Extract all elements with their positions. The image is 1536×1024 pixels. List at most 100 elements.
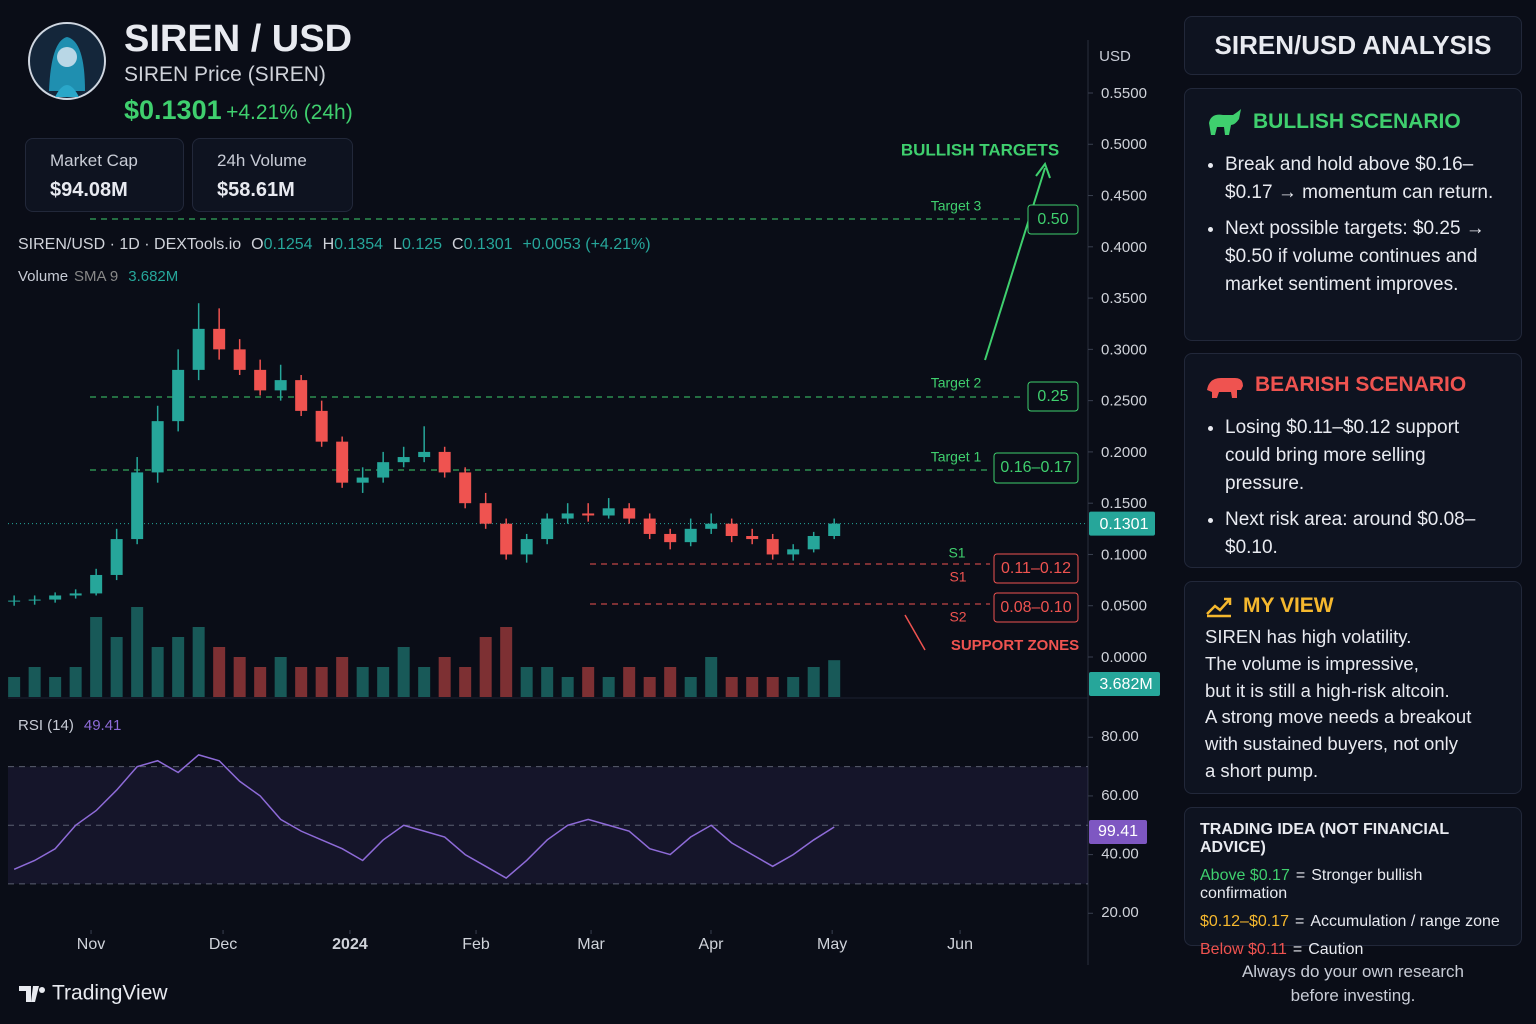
idea-row: Below $0.11 = Caution — [1200, 941, 1507, 959]
volume-bar — [274, 657, 287, 697]
volume-bar — [602, 677, 615, 697]
avatar — [27, 21, 107, 101]
volume-bar — [725, 677, 738, 697]
volume-bar — [418, 667, 431, 697]
candle-body — [418, 451, 431, 458]
stat-value: $94.08M — [50, 179, 128, 201]
y-tick-label: 0.4500 — [1101, 188, 1147, 205]
price-change: +4.21% (24h) — [226, 101, 353, 124]
bull-icon — [1209, 109, 1241, 135]
volume-bar — [438, 657, 451, 697]
volume-bar — [623, 667, 636, 697]
candle-body — [561, 513, 574, 519]
y-tick-label: 0.0500 — [1101, 598, 1147, 615]
chart: USD SIREN/USD · 1D · DEXTools.io O0.1254 H… — [8, 40, 1160, 1005]
candle-body — [746, 535, 759, 540]
volume-legend: Volume SMA 9 3.682M — [18, 268, 178, 285]
y-tick-label: 20.00 — [1101, 904, 1139, 921]
candle-body — [336, 441, 349, 483]
x-tick-label: Apr — [699, 936, 725, 953]
brand: TradingView — [52, 982, 168, 1005]
annotation: BULLISH TARGETS — [901, 140, 1059, 159]
candle-body — [110, 539, 123, 575]
volume-bar — [110, 637, 123, 697]
card-title-text: BEARISH SCENARIO — [1255, 373, 1467, 396]
volume-bar — [746, 677, 759, 697]
candle-body — [8, 600, 21, 602]
view-line: but it is still a high-risk altcoin. — [1205, 679, 1450, 701]
y-tick-label: 0.4000 — [1101, 239, 1147, 256]
annotation: 0.25 — [1037, 388, 1068, 405]
idea-row: $0.12–$0.17 = Accumulation / range zone — [1200, 913, 1507, 931]
y-tick-label: 0.1000 — [1101, 546, 1147, 563]
volume-bar — [787, 677, 800, 697]
bullet: Break and hold above $0.16–$0.17 → momen… — [1225, 151, 1507, 207]
y-tick-label: 0.1500 — [1101, 495, 1147, 512]
stat-label: Market Cap — [50, 151, 138, 170]
volume-bar — [233, 657, 246, 697]
price: $0.1301 — [124, 95, 222, 125]
volume-bar — [213, 647, 226, 697]
annotation: 0.16–0.17 — [1000, 459, 1071, 476]
volume-bar — [131, 607, 144, 697]
y-tick-label: 0.3000 — [1101, 341, 1147, 358]
idea-sep: = — [1292, 941, 1303, 958]
volume-bar — [151, 647, 164, 697]
candle-body — [356, 477, 369, 483]
candle-body — [520, 539, 533, 555]
arrow-head — [1035, 161, 1051, 179]
volume-bar — [172, 637, 185, 697]
idea-key: Below $0.11 — [1200, 941, 1287, 958]
volume-bar — [69, 667, 82, 697]
volume-bar — [582, 667, 595, 697]
price-line: $0.1301 +4.21% (24h) — [124, 95, 353, 126]
arrow — [904, 614, 926, 651]
volume-bar — [377, 667, 390, 697]
idea-text: Stronger bullish confirmation — [1200, 867, 1423, 902]
volume-bar — [561, 677, 574, 697]
view-line: SIREN has high volatility. — [1205, 626, 1412, 647]
annotation: 0.08–0.10 — [1000, 599, 1071, 616]
annotation-box — [993, 592, 1079, 623]
view-line: with sustained buyers, not only — [1205, 733, 1458, 755]
idea-sep: = — [1295, 867, 1306, 884]
volume-bar — [828, 660, 841, 697]
volume-tag — [1089, 672, 1160, 696]
annotation-box — [993, 553, 1079, 584]
candle-body — [254, 369, 267, 391]
annotation-box — [1027, 204, 1079, 235]
panel-title: SIREN/USD ANALYSIS — [1184, 16, 1522, 75]
annotation: 0.50 — [1037, 211, 1068, 228]
idea-text: Accumulation / range zone — [1310, 913, 1500, 930]
candle-body — [541, 518, 554, 540]
volume-bar — [90, 617, 103, 697]
y-tick-label: 0.5000 — [1101, 136, 1147, 153]
stat-value: $58.61M — [217, 179, 295, 201]
candle-body — [172, 369, 185, 422]
candle-body — [315, 410, 328, 442]
idea-key: $0.12–$0.17 — [1200, 913, 1289, 930]
card-title-text: MY VIEW — [1243, 594, 1334, 617]
candle-body — [643, 518, 656, 534]
annotations: BULLISH TARGETS Target 3 Target 2 Target… — [90, 140, 1079, 654]
volume-bar — [664, 667, 677, 697]
y-tick-label: 0.2000 — [1101, 444, 1147, 461]
view-line: A strong move needs a breakout — [1205, 706, 1472, 728]
avatar-icon — [28, 22, 106, 100]
volume-bar — [397, 647, 410, 697]
candle-body — [131, 472, 144, 540]
volume-bar — [336, 657, 349, 697]
candle-body — [725, 523, 738, 536]
bear-icon — [1207, 378, 1243, 398]
candle-body — [397, 457, 410, 463]
candle-body — [807, 535, 820, 550]
volume-bar — [520, 667, 533, 697]
last-price-tag — [1089, 511, 1155, 536]
candle-body — [69, 593, 82, 596]
candle-body — [705, 523, 718, 529]
annotation: S1 — [948, 545, 965, 561]
stat-card: 24h Volume $58.61M — [192, 138, 353, 212]
candle-body — [582, 513, 595, 516]
footer: Always do your own research before inves… — [1241, 962, 1465, 1005]
candle-body — [90, 574, 103, 594]
